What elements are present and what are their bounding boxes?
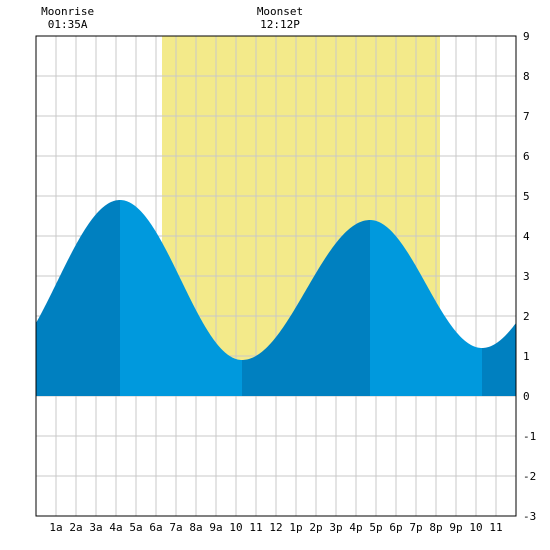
tide-band-light (120, 200, 242, 396)
plot-border (35, 35, 517, 517)
x-tick-label: 10 (229, 521, 242, 534)
x-tick-label: 3p (329, 521, 342, 534)
y-tick-label: 5 (523, 190, 530, 203)
x-tick-label: 5a (129, 521, 142, 534)
y-tick-label: -3 (523, 510, 536, 523)
moon-event-label: Moonrise (41, 5, 94, 18)
x-tick-label: 2a (69, 521, 82, 534)
x-tick-label: 6p (389, 521, 402, 534)
x-tick-label: 11 (249, 521, 262, 534)
x-tick-label: 4p (349, 521, 362, 534)
y-tick-label: 1 (523, 350, 530, 363)
x-tick-label: 8a (189, 521, 202, 534)
y-tick-label: -1 (523, 430, 536, 443)
x-tick-label: 1a (49, 521, 62, 534)
y-tick-label: 8 (523, 70, 530, 83)
moon-event-time: 01:35A (48, 18, 88, 31)
y-tick-label: 7 (523, 110, 530, 123)
x-tick-label: 4a (109, 521, 122, 534)
y-tick-label: 4 (523, 230, 530, 243)
moon-event-label: Moonset (257, 5, 303, 18)
x-tick-label: 9a (209, 521, 222, 534)
tide-band-dark (482, 322, 516, 396)
y-tick-labels: -3 -2 -1 0 1 2 3 4 5 6 7 8 9 (523, 30, 536, 523)
x-tick-label: 12 (269, 521, 282, 534)
y-tick-label: 6 (523, 150, 530, 163)
plot-frame (35, 35, 517, 517)
y-tick-label: 9 (523, 30, 530, 43)
moon-event-time: 12:12P (260, 18, 300, 31)
x-tick-label: 7p (409, 521, 422, 534)
x-tick-labels: 1a 2a 3a 4a 5a 6a 7a 8a 9a 10 11 12 1p 2p 3p 4p 5p 6p 7p 8p… (49, 521, 502, 534)
x-tick-label: 7a (169, 521, 182, 534)
x-tick-label: 2p (309, 521, 322, 534)
tide-area (36, 200, 516, 396)
tide-band-dark (242, 220, 370, 396)
x-tick-label: 3a (89, 521, 102, 534)
x-tick-label: 10 (469, 521, 482, 534)
x-tick-label: 9p (449, 521, 462, 534)
y-tick-label: 2 (523, 310, 530, 323)
x-tick-label: 6a (149, 521, 162, 534)
tide-band-dark (36, 200, 120, 396)
x-tick-label: 11 (489, 521, 502, 534)
y-tick-label: 0 (523, 390, 530, 403)
tide-band-light (370, 220, 482, 396)
y-tick-label: 3 (523, 270, 530, 283)
y-tick-label: -2 (523, 470, 536, 483)
x-tick-label: 5p (369, 521, 382, 534)
x-tick-label: 1p (289, 521, 302, 534)
x-tick-label: 8p (429, 521, 442, 534)
